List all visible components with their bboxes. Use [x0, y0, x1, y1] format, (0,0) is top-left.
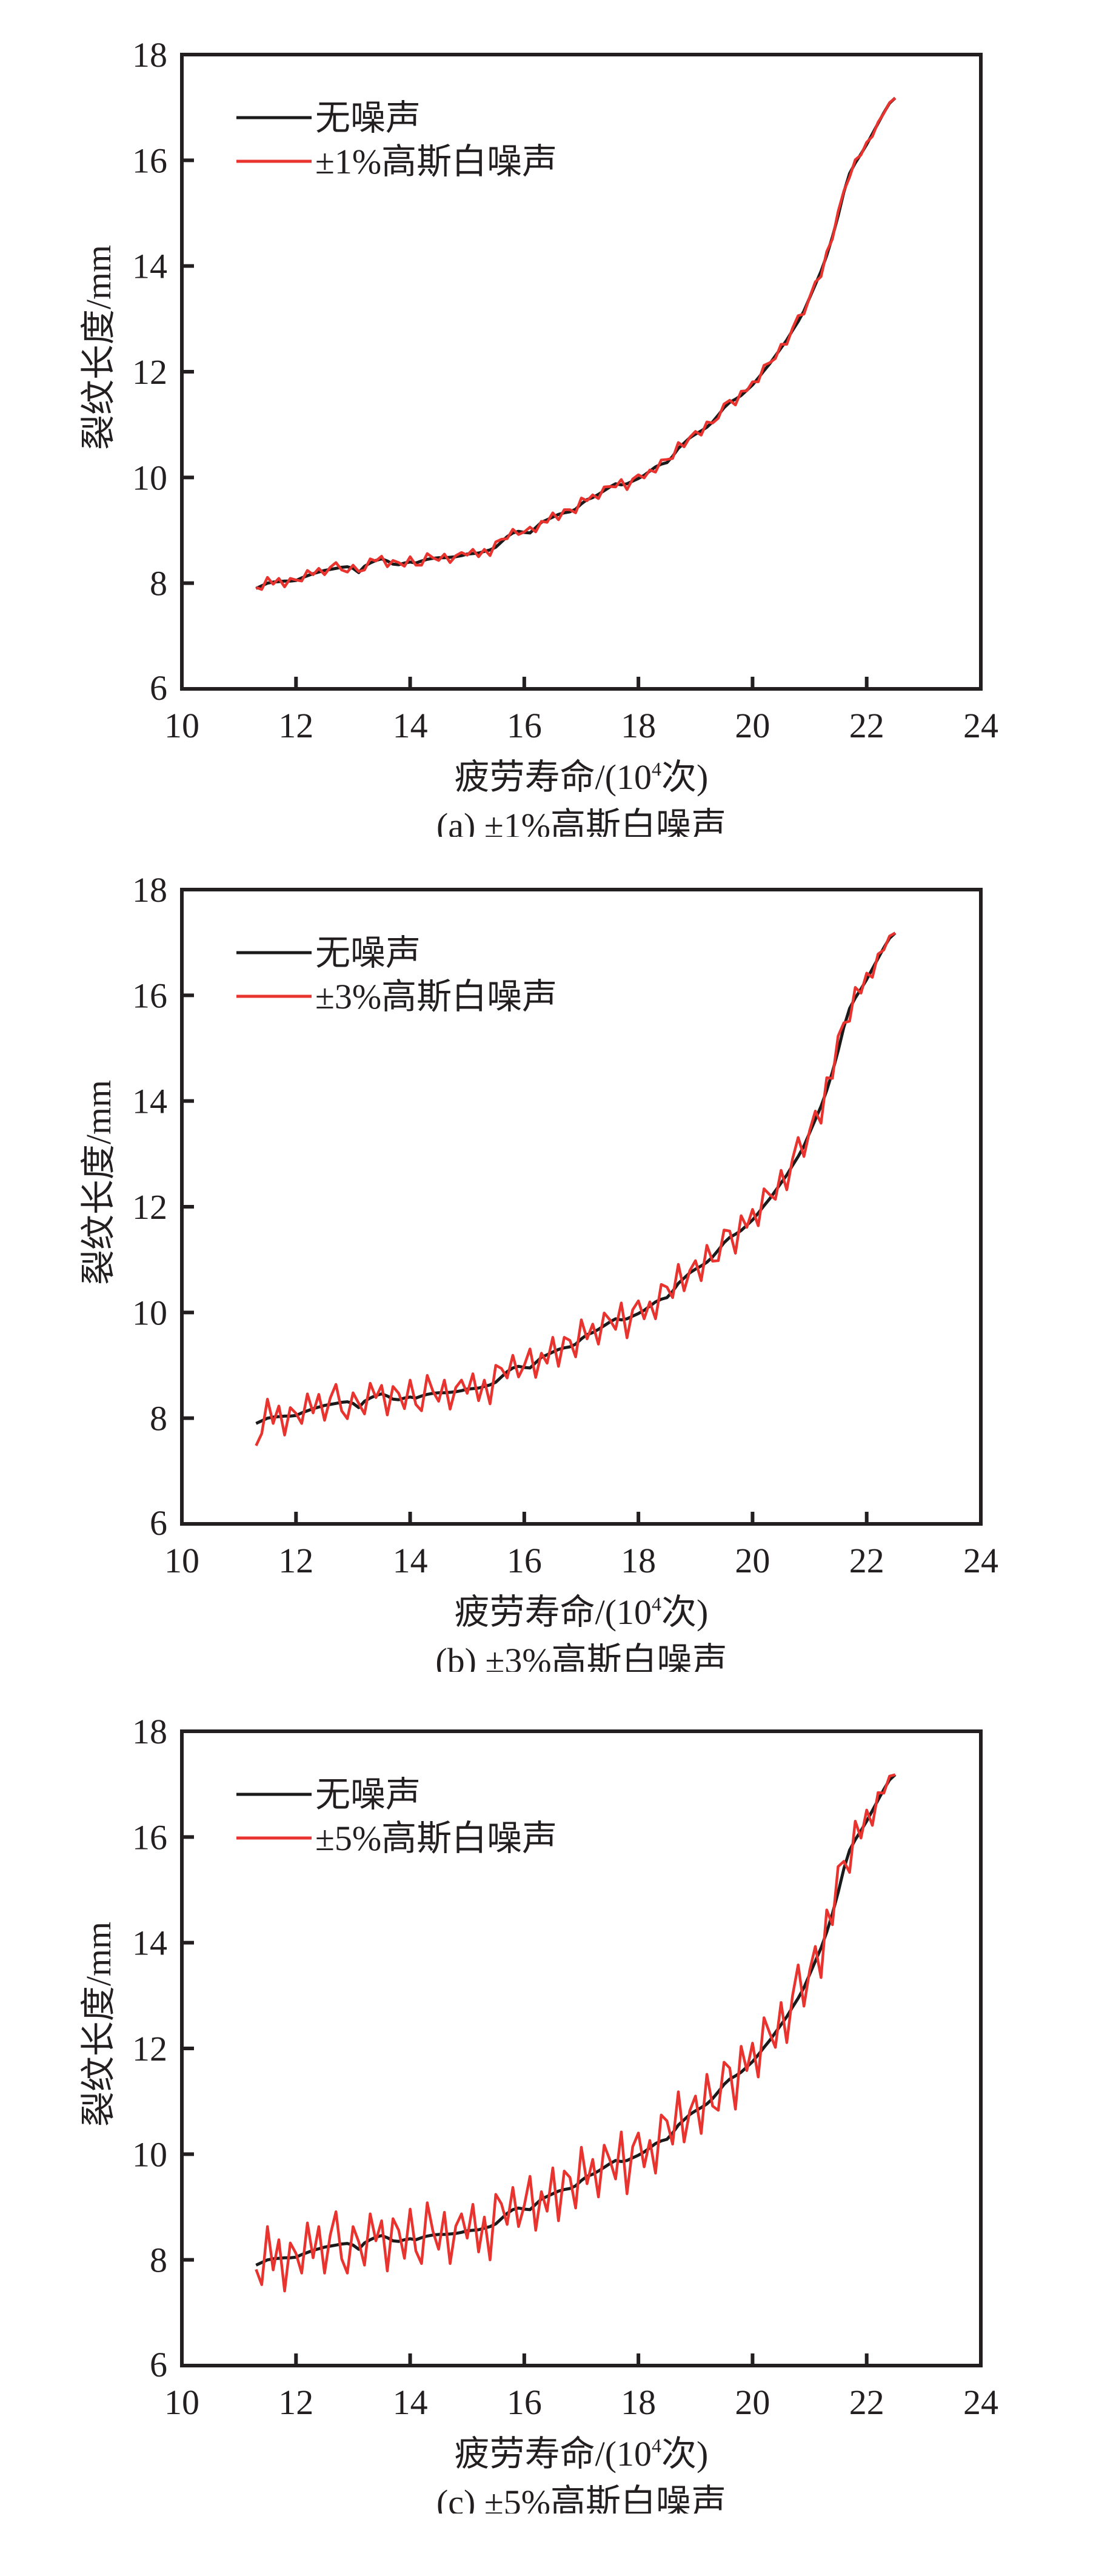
x-tick-label: 16: [507, 1541, 542, 1580]
x-tick-label: 24: [963, 706, 998, 745]
x-axis-title: 疲劳寿命/(104次): [455, 1592, 709, 1632]
figure-caption: (b) ±3%高斯白噪声: [435, 1641, 727, 1672]
x-tick-label: 18: [621, 1541, 656, 1580]
series-line-noisy: [255, 1773, 896, 2293]
chart-panel-a: 10 12 14 16 18 20 22 24 6 8 10 12 14 16 18 无噪声 ±1%高斯白噪声裂…: [0, 0, 1096, 837]
x-tick-label: 12: [278, 706, 313, 745]
y-tick-label: 18: [132, 1712, 167, 1751]
y-tick-label: 10: [132, 2135, 167, 2174]
figure-caption: (a) ±1%高斯白噪声: [436, 806, 726, 837]
chart-svg: 10 12 14 16 18 20 22 24 6 8 10 12 14 16 18 无噪声 ±3%高斯白噪声裂…: [79, 870, 998, 1672]
legend-label: ±5%高斯白噪声: [315, 1819, 557, 1858]
y-tick-label: 14: [132, 1924, 167, 1963]
x-tick-label: 12: [278, 2383, 313, 2422]
chart-panel-c: 10 12 14 16 18 20 22 24 6 8 10 12 14 16 18 无噪声 ±5%高斯白噪声裂…: [0, 1677, 1096, 2514]
y-tick-label: 6: [150, 668, 167, 708]
y-tick-label: 18: [132, 35, 167, 75]
y-axis-title: 裂纹长度/mm: [79, 1922, 118, 2127]
x-axis-title-exponent: 4: [652, 758, 661, 780]
x-tick-label: 24: [963, 1541, 998, 1580]
x-tick-label: 22: [849, 1541, 884, 1580]
x-axis-title-tail: 次): [661, 1592, 708, 1632]
y-tick-label: 10: [132, 1293, 167, 1332]
legend-label: ±3%高斯白噪声: [315, 977, 557, 1016]
y-tick-label: 16: [132, 976, 167, 1015]
y-tick-label: 12: [132, 1187, 167, 1227]
y-tick-label: 12: [132, 2029, 167, 2068]
x-tick-label: 14: [393, 2383, 428, 2422]
y-tick-label: 10: [132, 458, 167, 497]
series-line-no-noise: [255, 931, 897, 1425]
x-axis-title-main: 疲劳寿命/(10: [455, 2434, 652, 2474]
legend-label: 无噪声: [315, 1775, 421, 1814]
x-axis-title-main: 疲劳寿命/(10: [455, 757, 652, 797]
y-axis-title: 裂纹长度/mm: [79, 245, 118, 450]
x-tick-label: 20: [735, 706, 770, 745]
x-tick-label: 24: [963, 2383, 998, 2422]
x-tick-label: 18: [621, 706, 656, 745]
series-line-no-noise: [255, 1773, 897, 2267]
y-tick-label: 6: [150, 2345, 167, 2384]
y-axis-title: 裂纹长度/mm: [79, 1080, 118, 1285]
x-tick-label: 18: [621, 2383, 656, 2422]
series-line-noisy: [255, 96, 897, 591]
y-tick-label: 14: [132, 247, 167, 286]
y-tick-label: 8: [150, 1399, 167, 1438]
x-tick-label: 22: [849, 2383, 884, 2422]
x-tick-label: 20: [735, 2383, 770, 2422]
x-axis-title-tail: 次): [661, 2434, 708, 2474]
y-tick-label: 8: [150, 2241, 167, 2280]
figure-caption: (c) ±5%高斯白噪声: [436, 2483, 726, 2514]
x-axis-title: 疲劳寿命/(104次): [455, 757, 709, 797]
chart-svg: 10 12 14 16 18 20 22 24 6 8 10 12 14 16 18 无噪声 ±5%高斯白噪声裂…: [79, 1712, 998, 2514]
x-tick-label: 10: [164, 2383, 199, 2422]
x-tick-label: 14: [393, 1541, 428, 1580]
x-axis-title-exponent: 4: [652, 2435, 661, 2457]
x-tick-label: 14: [393, 706, 428, 745]
x-tick-label: 12: [278, 1541, 313, 1580]
chart-svg: 10 12 14 16 18 20 22 24 6 8 10 12 14 16 18 无噪声 ±1%高斯白噪声裂…: [79, 35, 998, 837]
plot-frame: [180, 888, 983, 1526]
legend-label: ±1%高斯白噪声: [315, 142, 557, 181]
y-tick-label: 12: [132, 352, 167, 392]
chart-panel-b: 10 12 14 16 18 20 22 24 6 8 10 12 14 16 18 无噪声 ±3%高斯白噪声裂…: [0, 835, 1096, 1672]
x-tick-label: 16: [507, 2383, 542, 2422]
x-axis-title-exponent: 4: [652, 1593, 661, 1615]
x-axis-title-main: 疲劳寿命/(10: [455, 1592, 652, 1632]
x-tick-label: 10: [164, 706, 199, 745]
y-tick-label: 16: [132, 141, 167, 180]
y-tick-label: 18: [132, 870, 167, 910]
x-tick-label: 20: [735, 1541, 770, 1580]
plot-frame: [180, 53, 983, 691]
x-axis-title: 疲劳寿命/(104次): [455, 2434, 709, 2474]
legend-label: 无噪声: [315, 933, 421, 973]
x-tick-label: 10: [164, 1541, 199, 1580]
y-tick-label: 14: [132, 1082, 167, 1121]
legend-label: 无噪声: [315, 98, 421, 138]
y-tick-label: 16: [132, 1817, 167, 1857]
y-tick-label: 6: [150, 1503, 167, 1543]
series-line-noisy: [255, 931, 896, 1446]
x-tick-label: 16: [507, 706, 542, 745]
x-axis-title-tail: 次): [661, 757, 708, 797]
x-tick-label: 22: [849, 706, 884, 745]
y-tick-label: 8: [150, 564, 167, 603]
